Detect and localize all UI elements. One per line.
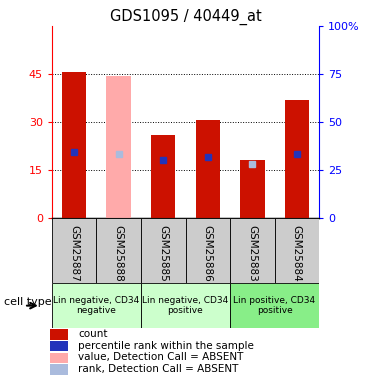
Text: GSM25887: GSM25887 xyxy=(69,225,79,282)
Text: percentile rank within the sample: percentile rank within the sample xyxy=(78,341,254,351)
Bar xyxy=(96,217,141,283)
Title: GDS1095 / 40449_at: GDS1095 / 40449_at xyxy=(109,9,262,25)
Bar xyxy=(186,217,230,283)
Text: value, Detection Call = ABSENT: value, Detection Call = ABSENT xyxy=(78,352,244,362)
Bar xyxy=(240,160,265,218)
Bar xyxy=(230,283,319,328)
Bar xyxy=(285,100,309,218)
Bar xyxy=(52,283,141,328)
Bar xyxy=(106,76,131,217)
Bar xyxy=(62,72,86,217)
Text: count: count xyxy=(78,329,108,339)
Bar xyxy=(230,217,275,283)
Bar xyxy=(275,217,319,283)
Bar xyxy=(141,217,186,283)
Text: rank, Detection Call = ABSENT: rank, Detection Call = ABSENT xyxy=(78,364,239,374)
Bar xyxy=(50,341,69,351)
Text: GSM25886: GSM25886 xyxy=(203,225,213,282)
Text: GSM25888: GSM25888 xyxy=(114,225,124,282)
Text: GSM25883: GSM25883 xyxy=(247,225,257,282)
Bar xyxy=(50,329,69,340)
Bar xyxy=(50,353,69,363)
Text: Lin positive, CD34
positive: Lin positive, CD34 positive xyxy=(233,296,316,315)
Bar xyxy=(141,283,230,328)
Text: cell type: cell type xyxy=(4,297,51,307)
Text: GSM25885: GSM25885 xyxy=(158,225,168,282)
Bar xyxy=(151,135,175,218)
Text: Lin negative, CD34
positive: Lin negative, CD34 positive xyxy=(142,296,229,315)
Text: GSM25884: GSM25884 xyxy=(292,225,302,282)
Bar xyxy=(52,217,96,283)
Text: Lin negative, CD34
negative: Lin negative, CD34 negative xyxy=(53,296,139,315)
Bar xyxy=(196,120,220,218)
Bar xyxy=(50,364,69,375)
